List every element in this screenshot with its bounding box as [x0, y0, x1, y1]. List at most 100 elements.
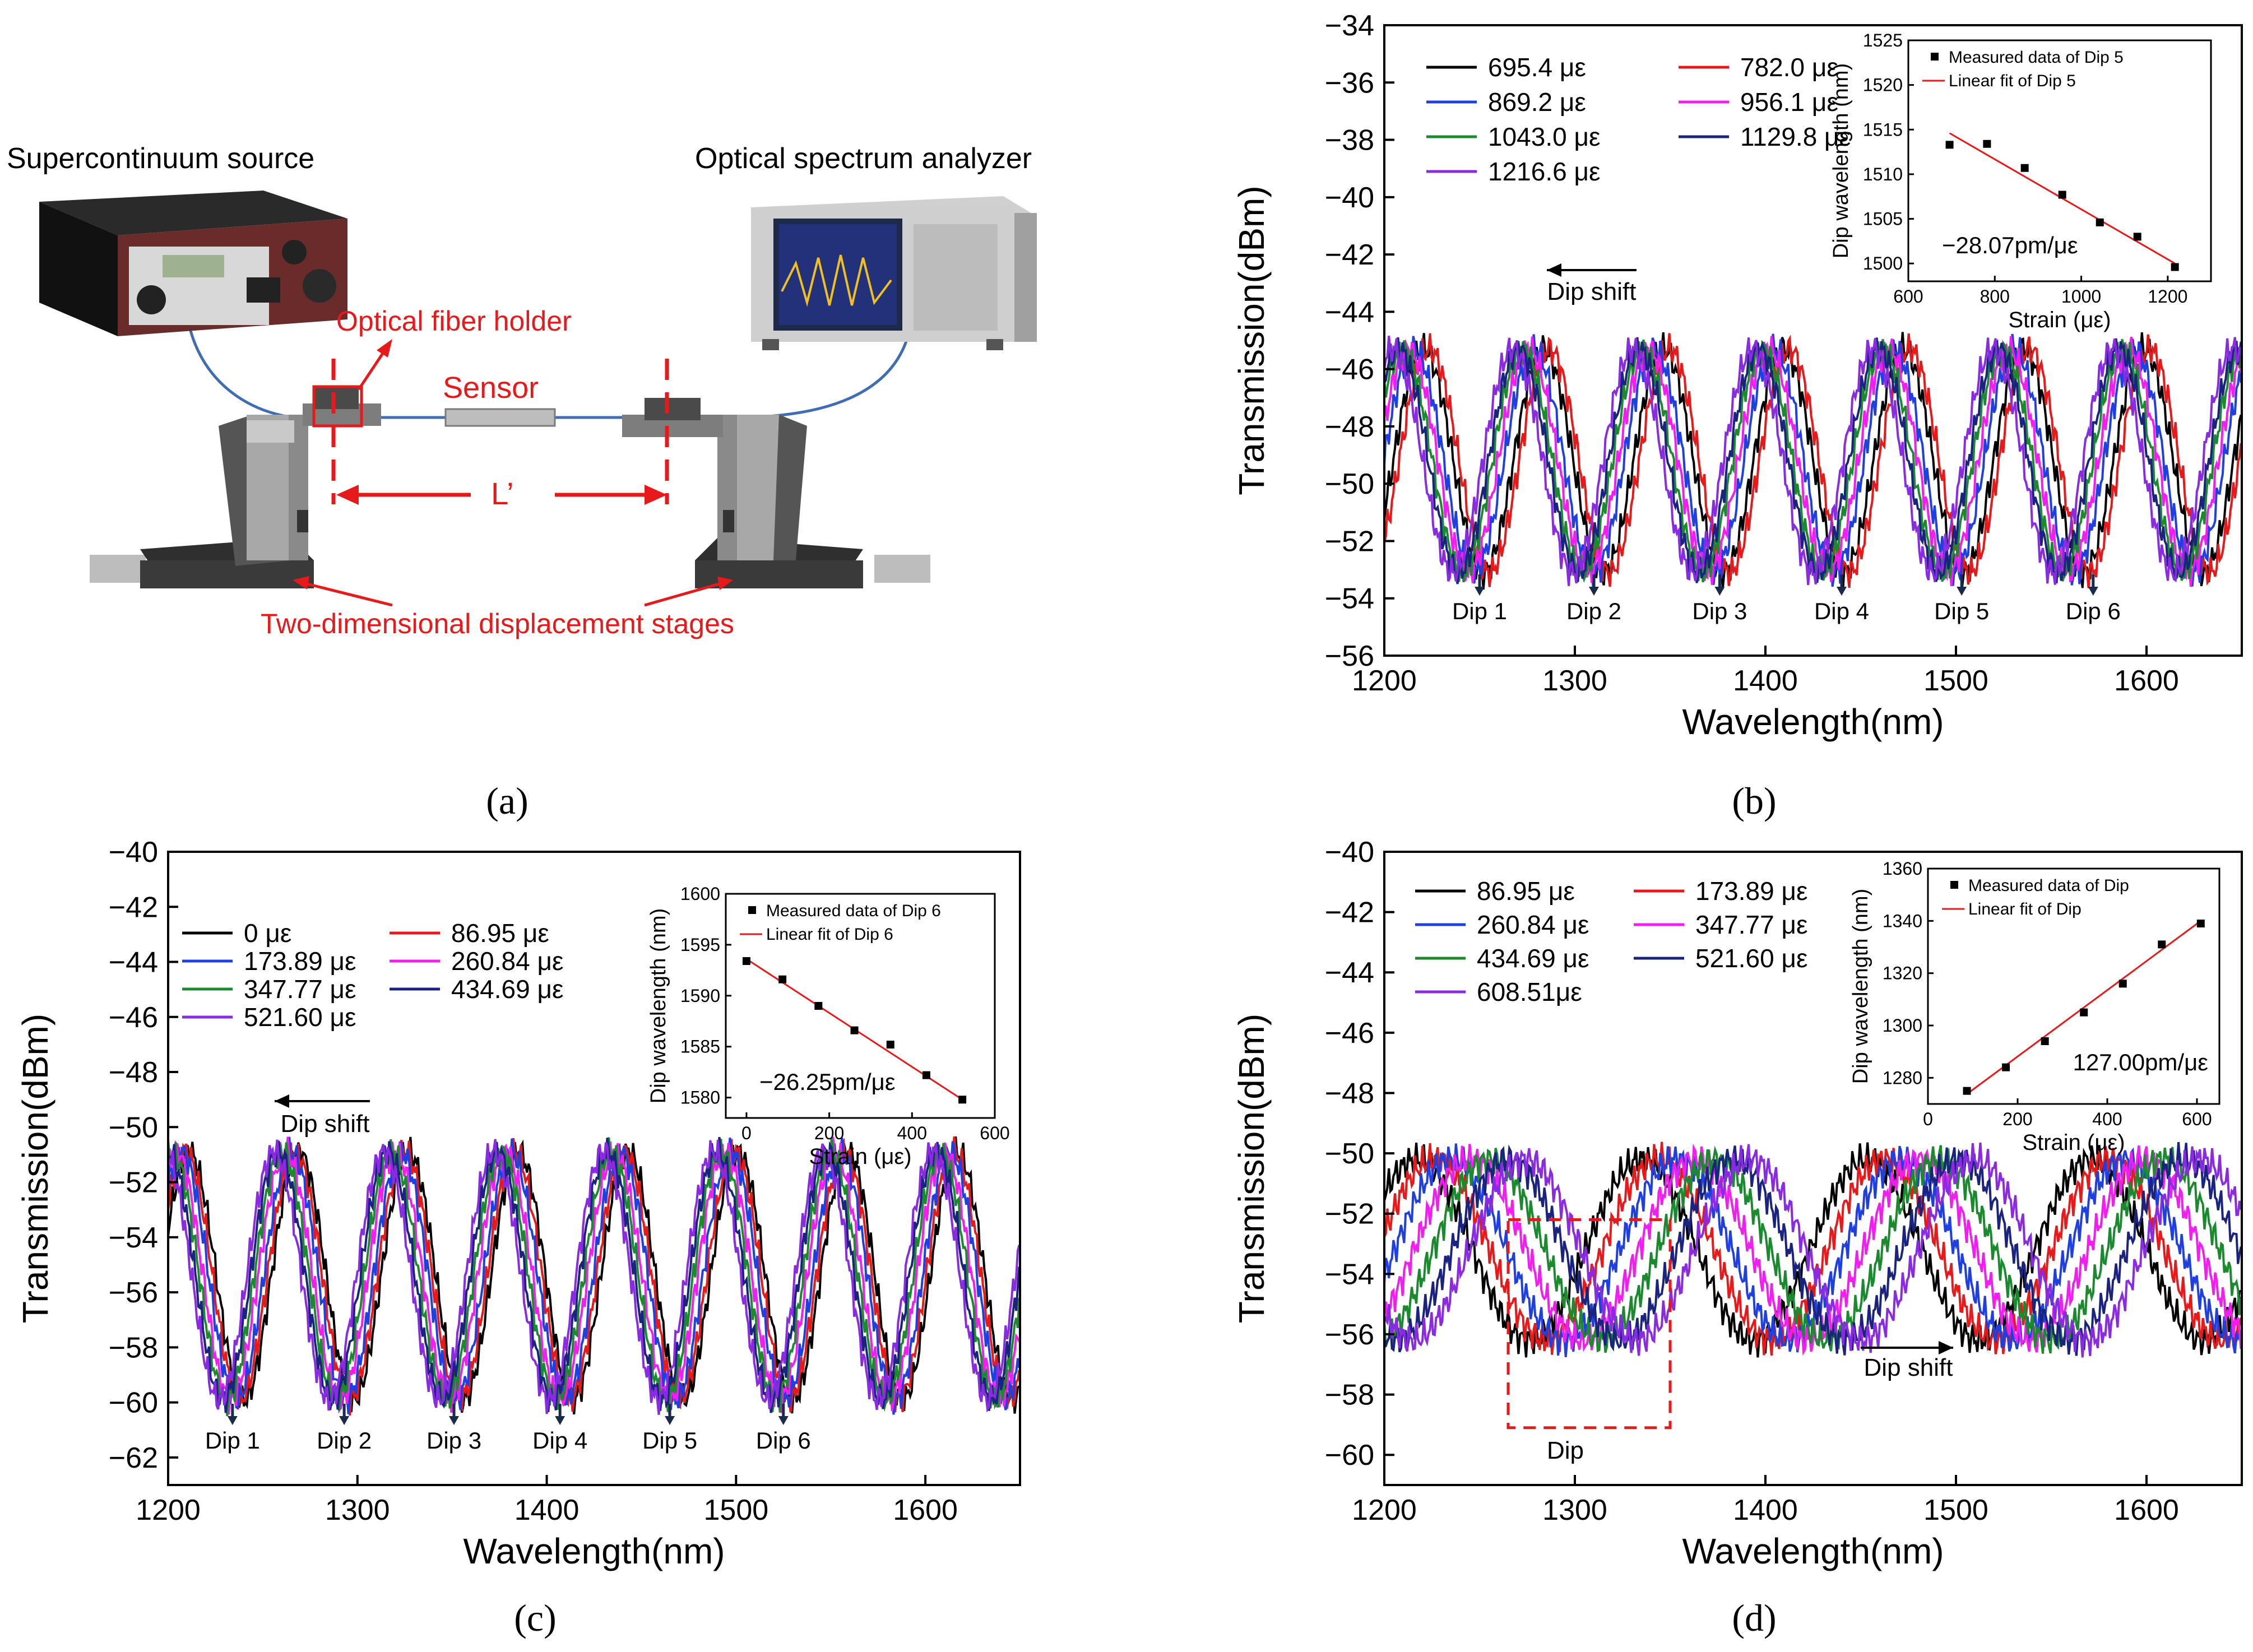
legend-label-3: 869.2 με [1488, 87, 1586, 117]
x-tick-label: 1400 [514, 1494, 580, 1526]
inset-frame [1927, 867, 2220, 1105]
series-line-6 [1384, 1141, 2242, 1356]
inset-x-tick-label: 600 [1893, 286, 1923, 307]
optical-spectrum-analyzer-label: Optical spectrum analyzer [695, 142, 1032, 175]
inset-x-tick-label: 800 [1980, 286, 2010, 307]
series-line-5 [1384, 338, 2242, 583]
legend-label-2: 782.0 με [1740, 53, 1838, 82]
series-group [168, 1136, 1020, 1417]
panel-label-d: (d) [1732, 1597, 1776, 1639]
legend-label-4: 347.77 με [1695, 910, 1808, 939]
y-tick-label: −48 [109, 1056, 158, 1089]
plot-frame [1383, 851, 2243, 1486]
inset-data-point-5 [886, 1041, 894, 1049]
y-tick-label: −48 [1325, 411, 1374, 443]
y-tick-label: −46 [109, 1001, 158, 1034]
legend-label-4: 260.84 με [451, 946, 564, 976]
dip-label-6: Dip 6 [756, 1427, 811, 1454]
setup-schematic: Supercontinuum source Optical spectrum a… [7, 142, 1037, 639]
x-tick-label: 1600 [893, 1494, 958, 1526]
length-label: L’ [491, 476, 514, 511]
plot-frame [167, 851, 1021, 1486]
dip-label-1: Dip 1 [1452, 598, 1507, 624]
optical-fiber-holder-label: Optical fiber holder [336, 305, 572, 337]
dip-shift-arrowhead [275, 1094, 289, 1108]
dip-marker-head-6 [2088, 587, 2098, 596]
inset-data-point-1 [742, 957, 750, 965]
inset-y-tick-label: 1510 [1863, 164, 1903, 184]
legend-label-3: 173.89 με [244, 946, 356, 976]
inset-data-point-2 [2002, 1063, 2010, 1071]
y-tick-label: −54 [1325, 1258, 1374, 1291]
inset-y-tick-label: 1585 [680, 1037, 720, 1057]
y-tick-label: −58 [109, 1331, 158, 1364]
inset-legend-measured: Measured data of Dip 6 [766, 902, 941, 920]
series-line-7 [1384, 1142, 2242, 1358]
inset-x-tick-label: 200 [2002, 1109, 2032, 1129]
sensor-element [444, 408, 556, 427]
dip-highlight-box [1506, 1218, 1672, 1430]
x-axis-label: Wavelength(nm) [463, 1531, 725, 1571]
inset-data-point-6 [922, 1071, 930, 1079]
inset-data-point-7 [2171, 263, 2179, 271]
inset-data-point-3 [2041, 1037, 2049, 1045]
inset-legend-marker [1950, 881, 1958, 889]
supercontinuum-source-device [39, 191, 347, 336]
y-tick-label: −62 [109, 1442, 158, 1474]
x-tick-label: 1200 [136, 1494, 201, 1526]
x-tick-label: 1300 [325, 1494, 390, 1526]
y-tick-label: −34 [1325, 10, 1374, 42]
dip-label-3: Dip 3 [427, 1427, 481, 1454]
y-tick-label: −44 [1325, 957, 1374, 989]
dip-shift-label: Dip shift [281, 1110, 370, 1138]
dip-shift-arrowhead [1939, 1341, 1953, 1354]
inset-data-point-1 [1945, 141, 1954, 149]
x-tick-label: 1500 [703, 1494, 768, 1526]
inset-data-point-2 [778, 975, 787, 983]
y-tick-label: −60 [109, 1387, 158, 1419]
dip-marker-head-1 [1475, 587, 1485, 596]
inset-legend-fit: Linear fit of Dip [1968, 900, 2082, 918]
inset-x-tick-label: 600 [2182, 1109, 2212, 1129]
series-group [1384, 332, 2242, 590]
legend-label-4: 956.1 με [1740, 87, 1838, 117]
dip-label-1: Dip 1 [205, 1427, 260, 1454]
inset-y-tick-label: 1595 [680, 935, 720, 955]
dip-marker-head-3 [449, 1416, 460, 1425]
y-tick-label: −60 [1325, 1439, 1374, 1472]
y-tick-label: −50 [109, 1111, 158, 1144]
dip-label-2: Dip 2 [317, 1427, 372, 1454]
series-line-3 [168, 1136, 1020, 1415]
y-tick-label: −50 [1325, 468, 1374, 500]
series-line-4 [168, 1136, 1020, 1415]
y-tick-label: −58 [1325, 1379, 1374, 1412]
inset-y-axis-label: Dip wavelength (nm) [647, 908, 670, 1103]
x-tick-label: 1600 [2114, 665, 2179, 697]
y-axis-label: Transmission(dBm) [1231, 1014, 1272, 1323]
inset-y-tick-label: 1590 [680, 986, 720, 1006]
y-axis-label: Transmission(dBm) [15, 1014, 55, 1323]
y-tick-label: −40 [1325, 836, 1374, 869]
dip-label-5: Dip 5 [1934, 598, 1989, 624]
series-line-2 [1384, 333, 2242, 588]
inset-y-axis-label: Dip wavelength (nm) [1849, 889, 1872, 1084]
y-tick-label: −42 [109, 891, 158, 924]
y-tick-label: −52 [1325, 525, 1374, 558]
x-tick-label: 1200 [1352, 1494, 1417, 1526]
inset-x-tick-label: 1000 [2061, 286, 2101, 307]
y-tick-label: −36 [1325, 67, 1374, 99]
dip-marker-head-2 [1589, 587, 1599, 596]
y-tick-label: −44 [1325, 296, 1374, 328]
inset-y-tick-label: 1580 [680, 1088, 720, 1108]
optical-spectrum-analyzer-device [751, 196, 1037, 350]
inset-frame [1907, 39, 2212, 282]
inset-y-tick-label: 1280 [1883, 1068, 1922, 1088]
inset-legend-marker [1931, 53, 1939, 61]
x-tick-label: 1400 [1733, 1494, 1798, 1526]
legend-label-5: 347.77 με [244, 975, 356, 1004]
x-tick-label: 1600 [2114, 1494, 2179, 1526]
series-line-7 [168, 1139, 1020, 1415]
y-tick-label: −56 [109, 1277, 158, 1309]
legend-label-1: 695.4 με [1488, 53, 1586, 82]
inset-legend-measured: Measured data of Dip [1968, 876, 2129, 895]
